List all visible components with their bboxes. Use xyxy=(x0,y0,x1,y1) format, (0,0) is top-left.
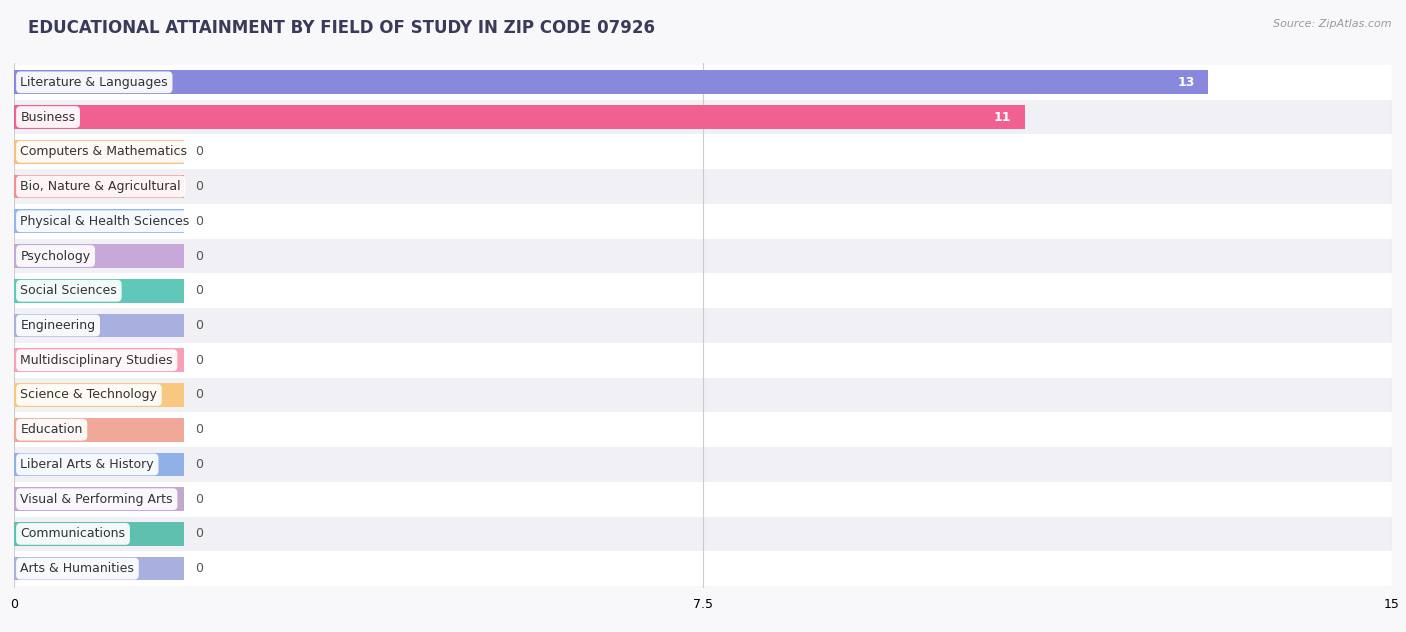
Text: Source: ZipAtlas.com: Source: ZipAtlas.com xyxy=(1274,19,1392,29)
Text: 0: 0 xyxy=(195,180,202,193)
Text: Computers & Mathematics: Computers & Mathematics xyxy=(21,145,187,158)
Bar xyxy=(14,377,1392,412)
Text: Bio, Nature & Agricultural: Bio, Nature & Agricultural xyxy=(21,180,181,193)
Text: 0: 0 xyxy=(195,528,202,540)
Bar xyxy=(14,209,184,233)
Bar xyxy=(14,244,184,268)
Text: Business: Business xyxy=(21,111,76,123)
Text: Liberal Arts & History: Liberal Arts & History xyxy=(21,458,155,471)
Bar xyxy=(14,383,184,407)
Text: Education: Education xyxy=(21,423,83,436)
Text: 0: 0 xyxy=(195,423,202,436)
Bar xyxy=(14,516,1392,551)
Text: Communications: Communications xyxy=(21,528,125,540)
Bar xyxy=(14,169,1392,204)
Bar xyxy=(14,204,1392,239)
Bar xyxy=(14,313,184,337)
Text: 0: 0 xyxy=(195,354,202,367)
Bar xyxy=(14,100,1392,135)
Bar xyxy=(14,447,1392,482)
Text: Physical & Health Sciences: Physical & Health Sciences xyxy=(21,215,190,228)
Text: 0: 0 xyxy=(195,284,202,297)
Bar xyxy=(14,557,184,580)
Bar xyxy=(14,343,1392,377)
Text: 0: 0 xyxy=(195,458,202,471)
Bar xyxy=(14,274,1392,308)
Text: Visual & Performing Arts: Visual & Performing Arts xyxy=(21,493,173,506)
Bar xyxy=(14,279,184,303)
Bar xyxy=(14,418,184,442)
Text: 13: 13 xyxy=(1177,76,1195,89)
Text: Psychology: Psychology xyxy=(21,250,90,262)
Bar xyxy=(14,412,1392,447)
Bar xyxy=(14,487,184,511)
Bar xyxy=(14,453,184,477)
Bar xyxy=(14,308,1392,343)
Text: Engineering: Engineering xyxy=(21,319,96,332)
Bar xyxy=(14,71,1208,94)
Bar xyxy=(14,551,1392,586)
Bar xyxy=(14,348,184,372)
Text: 0: 0 xyxy=(195,319,202,332)
Text: Multidisciplinary Studies: Multidisciplinary Studies xyxy=(21,354,173,367)
Text: Science & Technology: Science & Technology xyxy=(21,389,157,401)
Text: Literature & Languages: Literature & Languages xyxy=(21,76,169,89)
Text: Social Sciences: Social Sciences xyxy=(21,284,117,297)
Text: 0: 0 xyxy=(195,145,202,158)
Text: 0: 0 xyxy=(195,215,202,228)
Bar xyxy=(14,239,1392,274)
Text: 0: 0 xyxy=(195,562,202,575)
Text: 11: 11 xyxy=(993,111,1011,123)
Text: 0: 0 xyxy=(195,493,202,506)
Bar xyxy=(14,106,1025,129)
Text: 0: 0 xyxy=(195,389,202,401)
Bar xyxy=(14,522,184,545)
Bar xyxy=(14,482,1392,516)
Text: EDUCATIONAL ATTAINMENT BY FIELD OF STUDY IN ZIP CODE 07926: EDUCATIONAL ATTAINMENT BY FIELD OF STUDY… xyxy=(28,19,655,37)
Bar xyxy=(14,174,184,198)
Bar xyxy=(14,65,1392,100)
Bar xyxy=(14,140,184,164)
Text: Arts & Humanities: Arts & Humanities xyxy=(21,562,135,575)
Text: 0: 0 xyxy=(195,250,202,262)
Bar xyxy=(14,135,1392,169)
